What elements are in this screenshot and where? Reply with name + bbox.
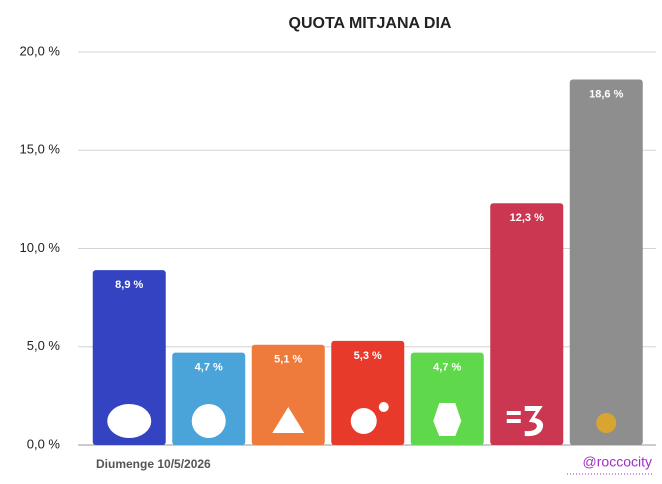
logo xyxy=(191,404,226,438)
bar xyxy=(490,203,564,445)
bar xyxy=(569,79,643,445)
logo xyxy=(378,402,389,412)
logo xyxy=(350,408,377,434)
logo xyxy=(506,411,521,415)
footer-date: Diumenge 10/5/2026 xyxy=(96,457,211,471)
bar xyxy=(92,270,166,445)
y-tick-label: 20,0 % xyxy=(20,43,61,58)
chart-title: QUOTA MITJANA DIA xyxy=(289,15,452,32)
value-label: 4,7 % xyxy=(433,362,461,374)
logo xyxy=(596,413,617,433)
bar xyxy=(410,352,484,445)
bar xyxy=(172,352,246,445)
value-label: 8,9 % xyxy=(115,279,143,291)
y-tick-label: 15,0 % xyxy=(20,142,61,157)
value-label: 5,1 % xyxy=(274,354,302,366)
footer-handle: @roccocity xyxy=(583,454,652,470)
logo xyxy=(433,403,462,436)
logo xyxy=(107,404,152,438)
value-label: 12,3 % xyxy=(510,212,544,224)
value-label: 5,3 % xyxy=(354,350,382,362)
bar xyxy=(251,344,325,445)
logo xyxy=(524,406,544,437)
y-tick-label: 5,0 % xyxy=(27,338,61,353)
logo xyxy=(272,407,305,433)
value-label: 4,7 % xyxy=(195,362,223,374)
logo xyxy=(506,419,521,423)
y-tick-label: 10,0 % xyxy=(20,240,61,255)
value-label: 18,6 % xyxy=(589,88,623,100)
y-tick-label: 0,0 % xyxy=(27,436,61,451)
bar xyxy=(331,340,405,445)
